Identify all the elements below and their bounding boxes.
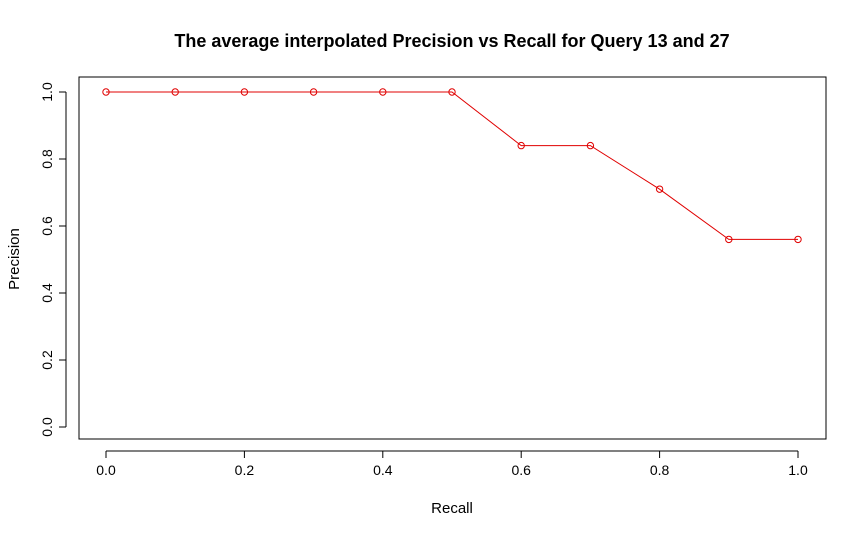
plot-frame <box>78 76 827 440</box>
x-tick-label: 0.4 <box>373 462 393 478</box>
data-point <box>586 141 595 150</box>
data-point <box>309 88 318 96</box>
y-tick-label: 0.8 <box>39 149 55 169</box>
x-tick-label: 0.2 <box>235 462 255 478</box>
y-tick-label: 0.0 <box>39 417 55 437</box>
y-tick-label: 0.2 <box>39 350 55 370</box>
data-point <box>379 88 387 96</box>
y-axis: 0.0 0.2 0.4 0.6 0.8 1.0 <box>39 82 67 437</box>
data-point <box>517 141 525 150</box>
x-axis: 0.0 0.2 0.4 0.6 0.8 1.0 <box>96 450 808 478</box>
x-tick-label: 1.0 <box>788 462 808 478</box>
x-tick-label: 0.0 <box>96 462 116 478</box>
data-point <box>171 88 179 96</box>
chart-title: The average interpolated Precision vs Re… <box>174 31 729 51</box>
x-axis-label: Recall <box>431 500 473 517</box>
data-point <box>448 88 456 96</box>
series-group <box>102 88 802 244</box>
y-tick-label: 0.6 <box>39 216 55 236</box>
data-point <box>240 88 249 96</box>
data-point <box>794 235 802 244</box>
data-point <box>725 235 733 244</box>
y-tick-label: 0.4 <box>39 283 55 303</box>
x-tick-label: 0.6 <box>511 462 531 478</box>
data-point <box>655 185 664 193</box>
data-point <box>102 88 110 96</box>
x-tick-label: 0.8 <box>650 462 670 478</box>
series-line <box>106 91 798 240</box>
y-tick-label: 1.0 <box>39 82 55 102</box>
y-axis-label: Precision <box>6 228 23 290</box>
